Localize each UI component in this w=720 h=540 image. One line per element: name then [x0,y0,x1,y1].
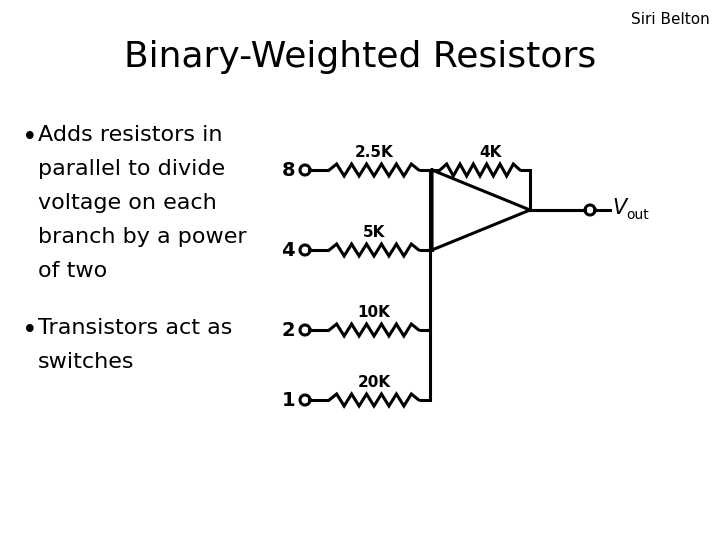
Text: 20K: 20K [357,375,390,390]
Text: Siri Belton: Siri Belton [631,12,710,27]
Text: 8: 8 [282,160,295,179]
Text: Binary-Weighted Resistors: Binary-Weighted Resistors [124,40,596,74]
Text: branch by a power: branch by a power [38,227,247,247]
Text: 2.5K: 2.5K [355,145,393,160]
Text: Adds resistors in: Adds resistors in [38,125,222,145]
Text: parallel to divide: parallel to divide [38,159,225,179]
Text: switches: switches [38,352,135,372]
Text: Transistors act as: Transistors act as [38,318,233,338]
Text: •: • [22,125,37,151]
Text: V: V [612,198,626,218]
Text: 4K: 4K [479,145,501,160]
Text: of two: of two [38,261,107,281]
Text: •: • [22,318,37,344]
Text: 2: 2 [282,321,295,340]
Text: 4: 4 [282,240,295,260]
Text: voltage on each: voltage on each [38,193,217,213]
Text: 5K: 5K [363,225,385,240]
Text: 1: 1 [282,390,295,409]
Text: out: out [626,208,649,222]
Text: 10K: 10K [358,305,390,320]
